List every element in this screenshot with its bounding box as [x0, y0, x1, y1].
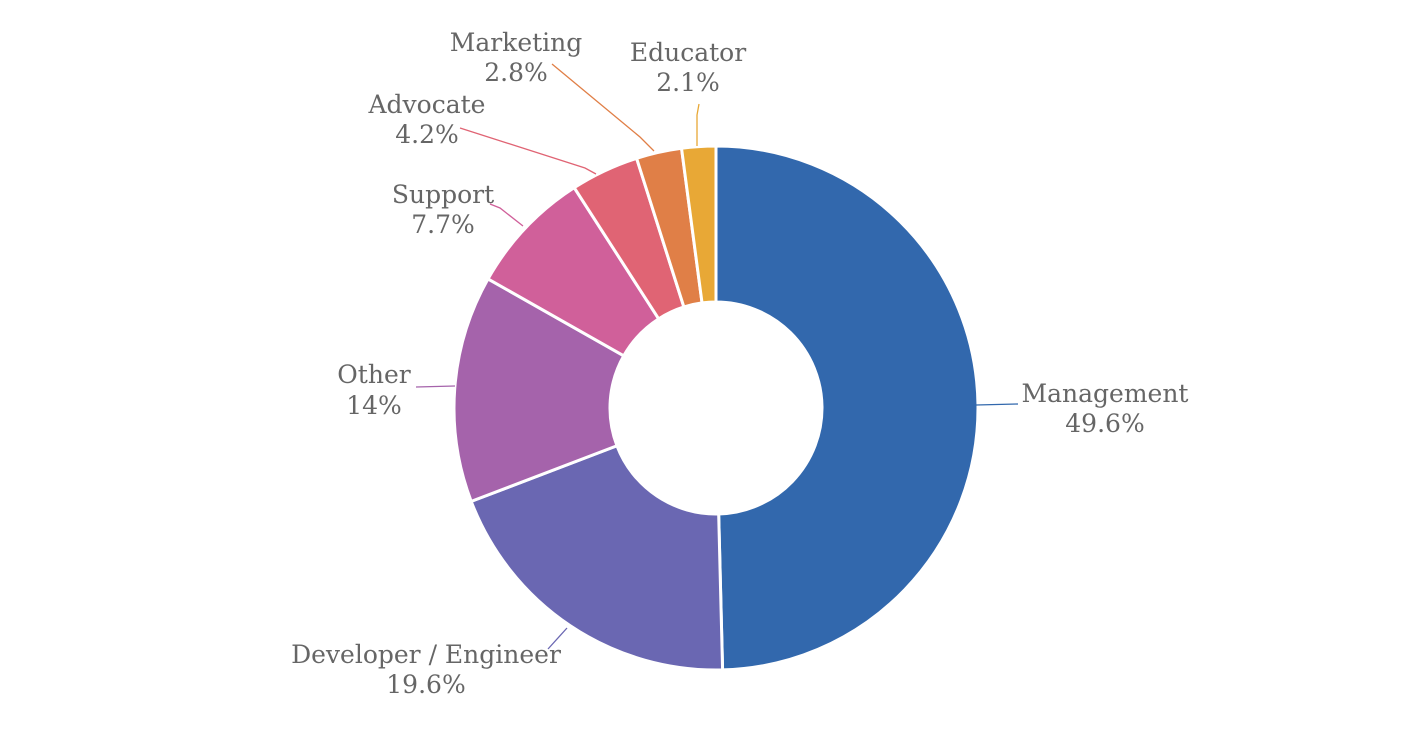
slice-management [714, 144, 980, 672]
leader-line-marketing [551, 63, 655, 152]
leader-line-management [975, 403, 1019, 406]
leader-line-other [415, 385, 456, 388]
label-name-marketing: Marketing [450, 28, 583, 57]
donut-slices [452, 144, 980, 672]
label-value-developer-engineer: 19.6% [386, 670, 465, 699]
label-name-advocate: Advocate [368, 90, 486, 119]
label-value-other: 14% [346, 391, 402, 420]
leader-line-support [489, 203, 524, 227]
slice-educator [680, 144, 718, 305]
label-name-support: Support [392, 180, 494, 209]
leader-line-developer-engineer [547, 627, 568, 650]
label-value-advocate: 4.2% [395, 120, 459, 149]
leader-lines [415, 63, 1019, 650]
slice-other [452, 277, 626, 503]
label-name-educator: Educator [630, 38, 746, 67]
leader-line-educator [696, 103, 700, 146]
leader-line-advocate [459, 127, 597, 175]
label-value-support: 7.7% [411, 210, 475, 239]
label-name-management: Management [1022, 379, 1189, 408]
label-value-management: 49.6% [1065, 409, 1144, 438]
slice-developer-engineer [469, 444, 725, 672]
label-name-other: Other [337, 360, 410, 389]
label-value-educator: 2.1% [656, 68, 720, 97]
label-value-marketing: 2.8% [484, 58, 548, 87]
label-name-developer-engineer: Developer / Engineer [291, 640, 561, 669]
